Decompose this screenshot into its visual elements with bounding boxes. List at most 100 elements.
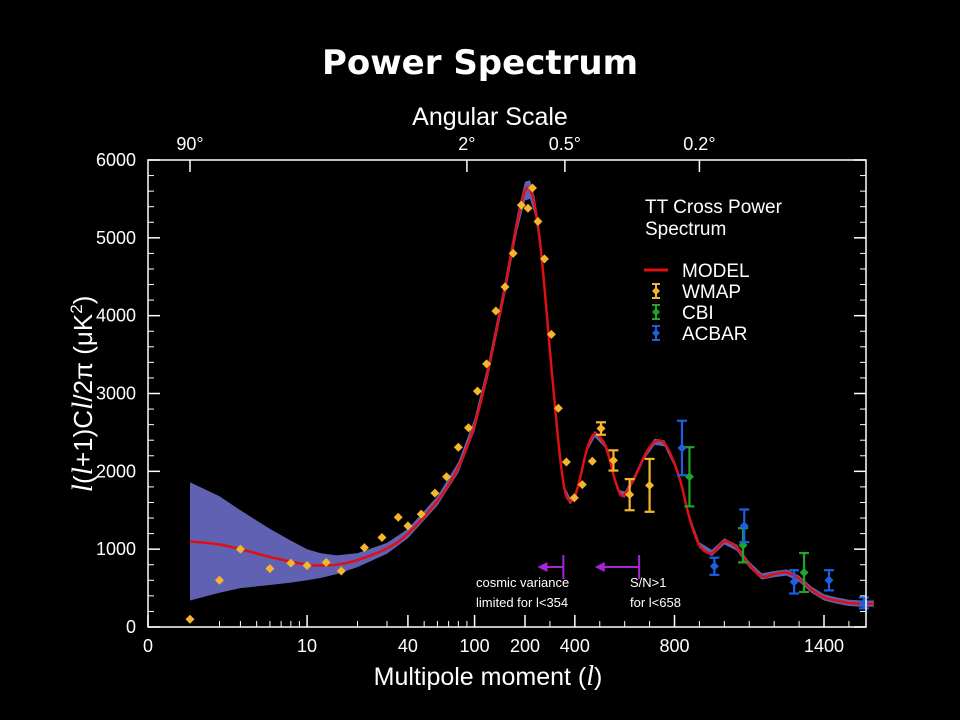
x-tick-label: 10 xyxy=(297,636,317,656)
data-series-group xyxy=(185,183,869,624)
wmap-point xyxy=(302,561,312,571)
wmap-point xyxy=(553,403,563,413)
wmap-point xyxy=(336,566,346,576)
legend-entry-label: MODEL xyxy=(682,261,750,282)
annotation-text-line: S/N>1 xyxy=(630,575,667,590)
wmap-point xyxy=(377,532,387,542)
top-axis-label: Angular Scale xyxy=(412,103,568,131)
wmap-point xyxy=(587,456,597,466)
legend-entry-label: WMAP xyxy=(682,282,741,303)
legend-entry-label: CBI xyxy=(682,303,714,324)
wmap-point xyxy=(235,544,245,554)
x-tick-label: 800 xyxy=(659,636,689,656)
y-tick-label: 6000 xyxy=(96,150,136,170)
axes-ticks-group: 0 1000 2000 3000 4000 5000 6000 0 10 40 100 200 400 8… xyxy=(96,134,866,656)
y-label-l2: l xyxy=(66,467,99,475)
x-tick-label: 100 xyxy=(460,636,490,656)
wmap-point xyxy=(214,575,224,585)
legend-marker-swatch xyxy=(652,308,660,316)
series-wmap xyxy=(185,183,655,624)
x-axis-label-italic: l xyxy=(586,661,594,692)
wmap-point xyxy=(523,203,533,213)
wmap-point xyxy=(359,543,369,553)
series-acbar xyxy=(676,419,869,610)
cbi-point xyxy=(684,472,694,482)
x-axis-label: Multipole moment (l) xyxy=(374,661,603,692)
annotation-arrow-head xyxy=(537,562,548,572)
x-tick-label: 400 xyxy=(560,636,590,656)
wmap-point xyxy=(472,386,482,396)
wmap-point xyxy=(393,512,403,522)
x-tick-label: 200 xyxy=(510,636,540,656)
acbar-point xyxy=(824,575,834,585)
wmap-point xyxy=(533,216,543,226)
model-curve-group xyxy=(189,186,874,605)
top-tick-label: 0.2° xyxy=(683,134,715,154)
wmap-point xyxy=(569,493,579,503)
y-label-p2: +1)C xyxy=(68,410,98,467)
wmap-point xyxy=(442,472,452,482)
wmap-point xyxy=(539,254,549,264)
wmap-point xyxy=(482,359,492,369)
annotation-text-line: cosmic variance xyxy=(476,575,569,590)
wmap-point xyxy=(608,455,618,465)
top-tick-label: 90° xyxy=(176,134,203,154)
acbar-point xyxy=(739,521,749,531)
y-label-sup: 2 xyxy=(67,304,86,313)
y-label-l1: l xyxy=(66,484,99,492)
chart-title: Power Spectrum xyxy=(322,43,638,83)
x-tick-label: 40 xyxy=(398,636,418,656)
legend-title-line: Spectrum xyxy=(645,219,726,240)
legend-marker-swatch xyxy=(652,287,660,295)
model-uncertainty-band xyxy=(190,180,874,607)
y-tick-label: 1000 xyxy=(96,539,136,559)
wmap-point xyxy=(321,557,331,567)
model-band-polygon xyxy=(190,180,874,607)
y-label-p4: ) xyxy=(68,296,98,305)
legend-title-line: TT Cross Power xyxy=(645,197,783,218)
top-tick-label: 2° xyxy=(458,134,475,154)
wmap-point xyxy=(561,457,571,467)
y-tick-label: 5000 xyxy=(96,228,136,248)
series-cbi xyxy=(684,446,810,594)
y-tick-label: 0 xyxy=(126,617,136,637)
y-label-p3: /2π (μK xyxy=(68,313,98,401)
legend-marker-swatch xyxy=(652,329,660,337)
x-tick-label: 0 xyxy=(143,636,153,656)
x-axis-label-text: Multipole moment ( xyxy=(374,663,587,691)
annotation-text-line: for l<658 xyxy=(630,595,681,610)
legend-entry-label: ACBAR xyxy=(682,324,747,345)
wmap-point xyxy=(416,509,426,519)
y-label-p1: ( xyxy=(68,475,98,484)
wmap-point xyxy=(625,490,635,500)
annotation-arrow-head xyxy=(594,562,605,572)
acbar-point xyxy=(709,561,719,571)
annotation-text-line: limited for l<354 xyxy=(476,595,568,610)
wmap-point xyxy=(464,423,474,433)
annotations-group: cosmic variance limited for l<354 S/N>1 for… xyxy=(476,555,681,610)
x-tick-label: 1400 xyxy=(804,636,844,656)
model-curve xyxy=(189,186,874,605)
x-axis-label-end: ) xyxy=(594,663,602,691)
wmap-point xyxy=(645,480,655,490)
y-axis-label: l(l+1)Cl/2π (μK2) xyxy=(66,296,99,493)
y-tick-label: 4000 xyxy=(96,306,136,326)
wmap-point xyxy=(403,521,413,531)
wmap-point xyxy=(500,282,510,292)
wmap-point xyxy=(265,564,275,574)
acbar-point xyxy=(677,443,687,453)
wmap-point xyxy=(527,183,537,193)
wmap-point xyxy=(185,614,195,624)
wmap-point xyxy=(596,424,606,434)
wmap-point xyxy=(546,329,556,339)
wmap-point xyxy=(453,442,463,452)
wmap-point xyxy=(430,488,440,498)
wmap-point xyxy=(577,480,587,490)
y-tick-label: 3000 xyxy=(96,384,136,404)
wmap-point xyxy=(491,306,501,316)
cbi-point xyxy=(799,568,809,578)
y-tick-label: 2000 xyxy=(96,461,136,481)
y-label-l3: l xyxy=(66,402,99,410)
